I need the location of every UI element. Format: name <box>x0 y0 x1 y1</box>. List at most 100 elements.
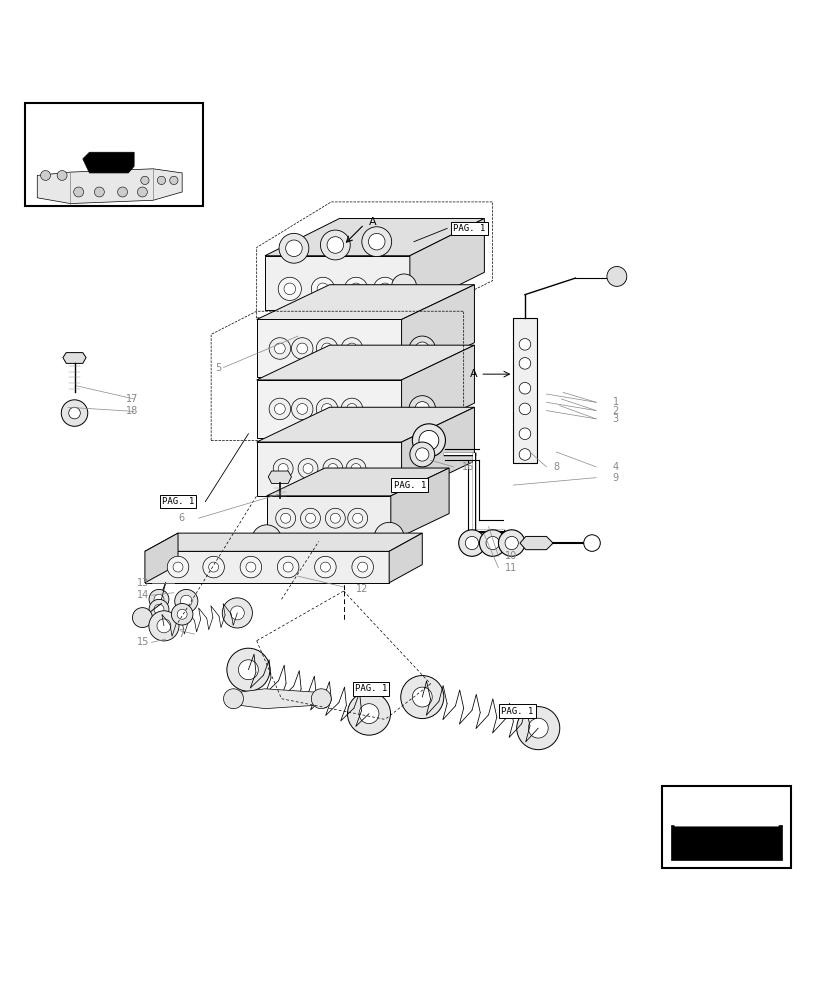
Text: 9: 9 <box>612 473 618 483</box>
Circle shape <box>137 187 147 197</box>
Circle shape <box>341 398 362 420</box>
Circle shape <box>415 448 428 461</box>
Circle shape <box>291 338 313 359</box>
Circle shape <box>519 382 530 394</box>
Circle shape <box>416 420 428 431</box>
Polygon shape <box>389 533 422 583</box>
Polygon shape <box>83 152 134 173</box>
Circle shape <box>391 274 416 299</box>
Text: 14: 14 <box>136 590 149 600</box>
Polygon shape <box>390 468 448 541</box>
Circle shape <box>230 606 244 620</box>
Circle shape <box>519 403 530 415</box>
Circle shape <box>373 277 396 300</box>
Circle shape <box>275 508 295 528</box>
Circle shape <box>346 343 356 354</box>
Circle shape <box>361 227 391 257</box>
Circle shape <box>303 464 313 474</box>
Circle shape <box>305 513 315 523</box>
Polygon shape <box>265 218 484 256</box>
Circle shape <box>316 398 337 420</box>
Polygon shape <box>266 496 390 541</box>
Circle shape <box>519 449 530 460</box>
Text: 12: 12 <box>356 584 368 594</box>
Text: A: A <box>470 369 477 379</box>
Circle shape <box>177 609 187 619</box>
Polygon shape <box>401 345 474 438</box>
Circle shape <box>412 416 432 435</box>
Circle shape <box>320 562 330 572</box>
Circle shape <box>246 562 256 572</box>
Circle shape <box>412 424 445 457</box>
Text: PAG. 1: PAG. 1 <box>162 497 194 506</box>
Text: A: A <box>368 217 375 227</box>
Circle shape <box>606 267 626 286</box>
Polygon shape <box>519 536 552 550</box>
Circle shape <box>320 230 350 260</box>
Polygon shape <box>256 407 474 442</box>
Circle shape <box>519 428 530 440</box>
Polygon shape <box>145 533 178 583</box>
Bar <box>662 786 790 868</box>
Circle shape <box>298 459 318 478</box>
Circle shape <box>351 556 373 578</box>
Polygon shape <box>266 468 448 496</box>
Circle shape <box>279 233 308 263</box>
Circle shape <box>285 240 302 257</box>
Circle shape <box>203 556 224 578</box>
Circle shape <box>240 556 261 578</box>
Circle shape <box>321 343 332 354</box>
Circle shape <box>379 283 390 295</box>
Circle shape <box>409 442 434 467</box>
Circle shape <box>414 402 429 416</box>
Circle shape <box>400 676 443 719</box>
Circle shape <box>314 556 336 578</box>
Text: 18: 18 <box>126 406 138 416</box>
Circle shape <box>269 338 290 359</box>
Circle shape <box>357 562 367 572</box>
Circle shape <box>347 692 390 735</box>
Polygon shape <box>236 689 318 709</box>
Circle shape <box>277 556 299 578</box>
Circle shape <box>154 594 164 604</box>
Circle shape <box>317 283 328 295</box>
Circle shape <box>528 718 547 738</box>
Circle shape <box>458 530 485 556</box>
Circle shape <box>485 536 499 550</box>
Circle shape <box>284 283 295 295</box>
Circle shape <box>412 687 432 707</box>
Circle shape <box>149 611 179 641</box>
Circle shape <box>519 358 530 369</box>
Polygon shape <box>268 471 291 483</box>
Circle shape <box>208 562 218 572</box>
Circle shape <box>69 407 80 419</box>
Circle shape <box>311 689 331 709</box>
Circle shape <box>300 508 320 528</box>
Text: PAG. 1: PAG. 1 <box>394 481 425 490</box>
Circle shape <box>149 599 169 619</box>
Circle shape <box>61 400 88 426</box>
Circle shape <box>132 608 152 628</box>
Circle shape <box>325 508 345 528</box>
Circle shape <box>117 187 127 197</box>
Circle shape <box>275 343 284 354</box>
Text: 7: 7 <box>178 629 184 639</box>
Circle shape <box>323 459 342 478</box>
Text: 16: 16 <box>461 462 474 472</box>
Polygon shape <box>256 345 474 380</box>
Circle shape <box>412 356 432 376</box>
Polygon shape <box>256 319 401 377</box>
Polygon shape <box>401 285 474 377</box>
Circle shape <box>251 525 281 555</box>
Circle shape <box>414 342 429 357</box>
Circle shape <box>498 530 524 556</box>
Circle shape <box>280 513 290 523</box>
Circle shape <box>173 562 183 572</box>
Text: 6: 6 <box>178 513 184 523</box>
Text: 1: 1 <box>612 397 618 407</box>
Circle shape <box>504 536 518 550</box>
Polygon shape <box>670 825 782 860</box>
Circle shape <box>344 277 367 300</box>
Text: PAG. 1: PAG. 1 <box>355 684 386 693</box>
Circle shape <box>291 398 313 420</box>
